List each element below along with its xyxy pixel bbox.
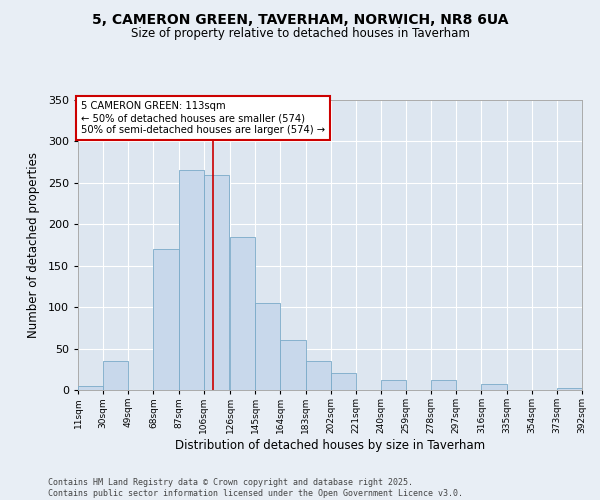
- Bar: [255, 303, 280, 390]
- Bar: [381, 380, 406, 390]
- Bar: [305, 361, 331, 390]
- Bar: [78, 386, 103, 390]
- X-axis label: Distribution of detached houses by size in Taverham: Distribution of detached houses by size …: [175, 439, 485, 452]
- Bar: [230, 236, 255, 390]
- Text: Size of property relative to detached houses in Taverham: Size of property relative to detached ho…: [131, 28, 469, 40]
- Bar: [203, 174, 229, 390]
- Text: 5, CAMERON GREEN, TAVERHAM, NORWICH, NR8 6UA: 5, CAMERON GREEN, TAVERHAM, NORWICH, NR8…: [92, 12, 508, 26]
- Bar: [331, 374, 356, 390]
- Bar: [280, 340, 305, 390]
- Bar: [557, 388, 582, 390]
- Bar: [154, 249, 179, 390]
- Y-axis label: Number of detached properties: Number of detached properties: [26, 152, 40, 338]
- Text: Contains HM Land Registry data © Crown copyright and database right 2025.
Contai: Contains HM Land Registry data © Crown c…: [48, 478, 463, 498]
- Bar: [431, 380, 457, 390]
- Bar: [103, 361, 128, 390]
- Bar: [179, 170, 203, 390]
- Bar: [481, 384, 506, 390]
- Text: 5 CAMERON GREEN: 113sqm
← 50% of detached houses are smaller (574)
50% of semi-d: 5 CAMERON GREEN: 113sqm ← 50% of detache…: [80, 102, 325, 134]
